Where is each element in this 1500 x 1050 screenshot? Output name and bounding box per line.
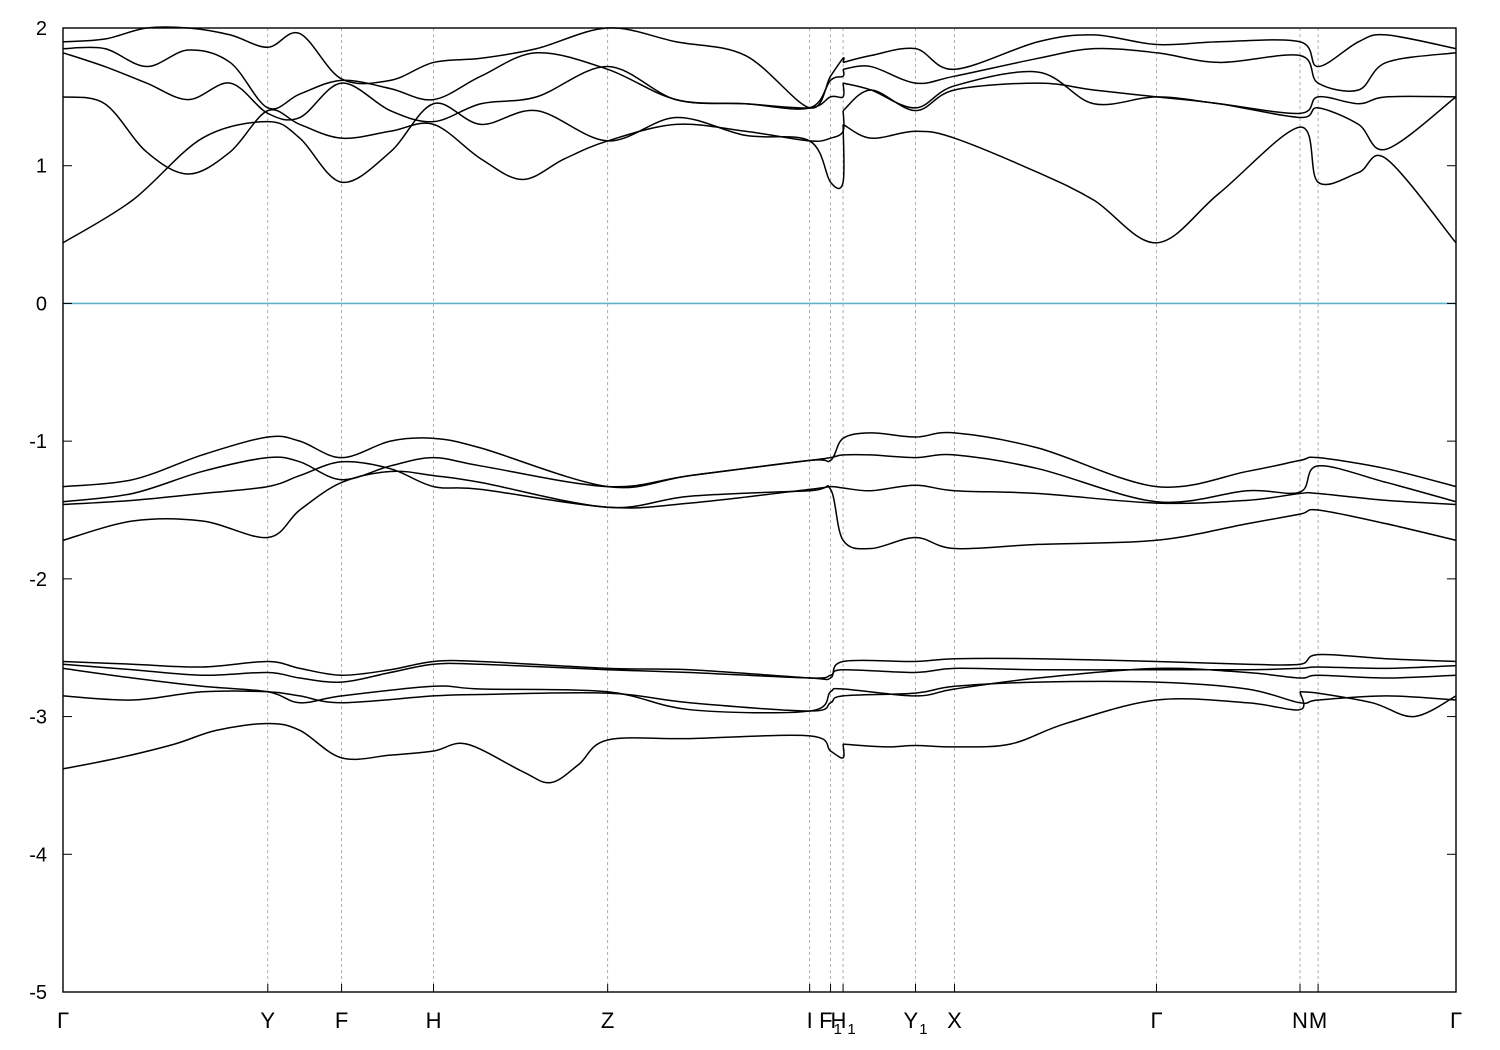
band-line-1 [62,691,1457,784]
y-tick-label: 1 [36,156,47,178]
band-curves [62,26,1457,784]
plot-frame [62,27,1457,993]
kpoint-grid-lines [267,28,1319,992]
band-line-13 [62,46,1457,110]
kpoint-label: H [426,1008,442,1033]
kpoint-label: X [947,1008,962,1033]
kpoint-label: Γ [1450,1008,1462,1033]
y-axis-ticks: -5 -4 -3 -2 -1 0 1 2 [29,18,1456,1004]
band-line-9 [62,431,1457,489]
band-line-7 [62,460,1457,509]
kpoint-label: N [1292,1008,1308,1033]
kpoint-label: Y1 [904,1008,928,1038]
band-line-8 [62,453,1457,504]
y-tick-label: -2 [29,569,47,591]
y-tick-label: -4 [29,844,47,866]
band-line-10 [62,102,1457,244]
y-tick-label: -5 [29,982,47,1004]
band-line-3 [62,667,1457,714]
y-tick-label: -3 [29,707,47,729]
kpoint-label: I [807,1008,813,1033]
y-tick-label: 0 [36,293,47,315]
kpoint-label: Γ [1150,1008,1162,1033]
band-line-2 [62,680,1457,712]
kpoint-label: F [335,1008,348,1033]
y-tick-label: -1 [29,431,47,453]
kpoint-label: Y [260,1008,275,1033]
y-tick-label: 2 [36,18,47,40]
band-line-14 [62,26,1457,109]
band-line-12 [62,52,1457,123]
kpoint-label: M [1309,1008,1327,1033]
band-line-5 [62,653,1457,681]
kpoint-label: Z [601,1008,614,1033]
band-line-6 [62,470,1457,550]
kpoint-label: Γ [57,1008,69,1033]
band-line-11 [62,82,1457,181]
